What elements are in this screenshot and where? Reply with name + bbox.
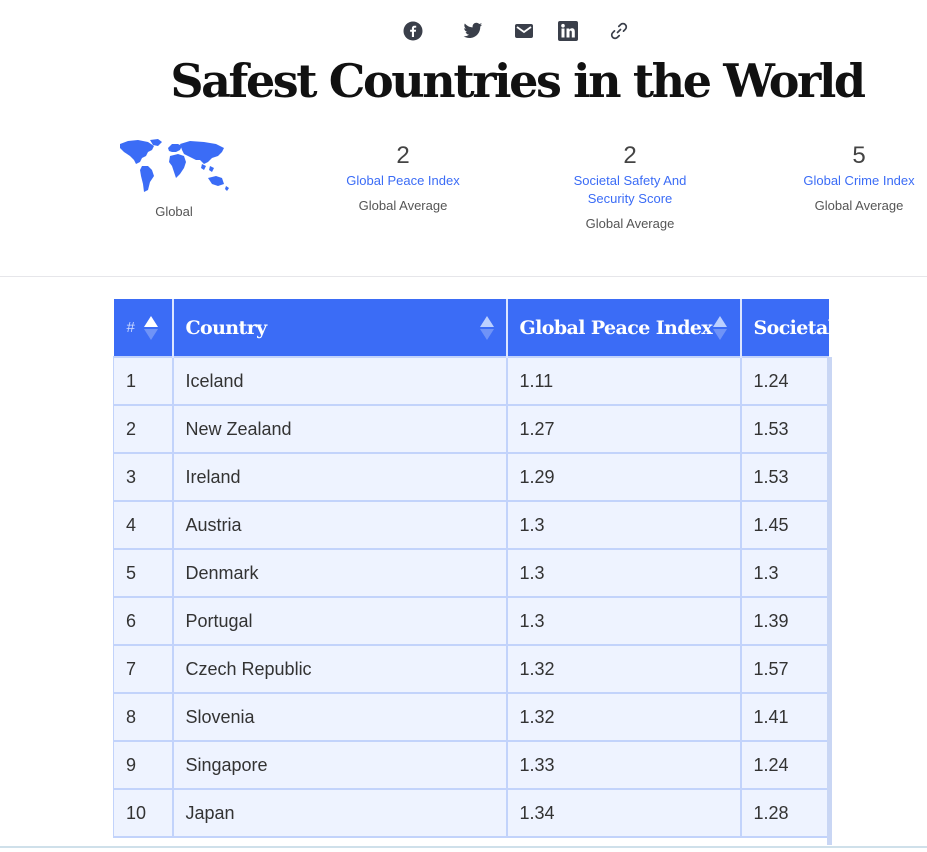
cell-country: Denmark xyxy=(171,548,508,598)
table-row[interactable]: 3 Ireland 1.29 1.53 xyxy=(113,452,829,502)
divider xyxy=(0,276,927,277)
cell-global-peace-index: 1.11 xyxy=(505,356,742,406)
linkedin-icon[interactable] xyxy=(555,18,581,44)
stat-value: 2 xyxy=(396,142,410,169)
cell-country: Austria xyxy=(171,500,508,550)
share-bar xyxy=(400,18,640,44)
cell-societal-safety: 1.53 xyxy=(739,404,829,454)
scrollbar-track[interactable] xyxy=(0,846,927,848)
cell-global-peace-index: 1.29 xyxy=(505,452,742,502)
stat-value: 5 xyxy=(852,142,866,169)
stat-sub: Global Average xyxy=(814,198,904,213)
table-row[interactable]: 9 Singapore 1.33 1.24 xyxy=(113,740,829,790)
cell-rank: 3 xyxy=(113,452,174,502)
table-row[interactable]: 7 Czech Republic 1.32 1.57 xyxy=(113,644,829,694)
table-row[interactable]: 10 Japan 1.34 1.28 xyxy=(113,788,829,838)
table-row[interactable]: 8 Slovenia 1.32 1.41 xyxy=(113,692,829,742)
stat-link[interactable]: Global Crime Index xyxy=(803,173,915,188)
cell-rank: 9 xyxy=(113,740,174,790)
sort-icon[interactable] xyxy=(143,316,158,340)
column-label: # xyxy=(126,319,135,336)
stat-sub: Global Average xyxy=(585,216,675,231)
table-body: 1 Iceland 1.11 1.24 2 New Zealand 1.27 1.53 3 Ire… xyxy=(113,356,829,838)
column-label: Societal Safety And Security Score xyxy=(753,316,830,339)
rankings-table: # Country Global Peace Index Societal Sa… xyxy=(113,299,829,838)
cell-societal-safety: 1.39 xyxy=(739,596,829,646)
cell-rank: 8 xyxy=(113,692,174,742)
page-title: Safest Countries in the World xyxy=(170,54,866,108)
cell-global-peace-index: 1.34 xyxy=(505,788,742,838)
stat-sub: Global Average xyxy=(358,198,448,213)
world-map-icon xyxy=(120,139,229,192)
table-row[interactable]: 5 Denmark 1.3 1.3 xyxy=(113,548,829,598)
email-icon[interactable] xyxy=(511,18,537,44)
cell-country: Iceland xyxy=(171,356,508,406)
sort-icon[interactable] xyxy=(712,316,727,340)
cell-rank: 2 xyxy=(113,404,174,454)
cell-country: Portugal xyxy=(171,596,508,646)
rankings-table-container[interactable]: # Country Global Peace Index Societal Sa… xyxy=(113,299,829,845)
cell-societal-safety: 1.57 xyxy=(739,644,829,694)
stat-global-peace-index: 2 Global Peace Index Global Average xyxy=(313,142,493,215)
stat-value: 2 xyxy=(623,142,637,169)
cell-rank: 10 xyxy=(113,788,174,838)
cell-societal-safety: 1.24 xyxy=(739,356,829,406)
cell-global-peace-index: 1.32 xyxy=(505,692,742,742)
stat-global-crime-index: 5 Global Crime Index Global Average xyxy=(769,142,927,215)
cell-global-peace-index: 1.3 xyxy=(505,596,742,646)
column-header-rank[interactable]: # xyxy=(113,299,174,357)
table-header-row: # Country Global Peace Index Societal Sa… xyxy=(113,299,830,357)
cell-global-peace-index: 1.27 xyxy=(505,404,742,454)
cell-societal-safety: 1.53 xyxy=(739,452,829,502)
column-label: Country xyxy=(185,316,268,339)
cell-rank: 4 xyxy=(113,500,174,550)
cell-global-peace-index: 1.3 xyxy=(505,548,742,598)
cell-rank: 6 xyxy=(113,596,174,646)
cell-country: New Zealand xyxy=(171,404,508,454)
column-header-global-peace-index[interactable]: Global Peace Index xyxy=(506,299,742,357)
cell-country: Singapore xyxy=(171,740,508,790)
facebook-icon[interactable] xyxy=(400,18,426,44)
cell-country: Ireland xyxy=(171,452,508,502)
cell-country: Czech Republic xyxy=(171,644,508,694)
cell-global-peace-index: 1.3 xyxy=(505,500,742,550)
link-icon[interactable] xyxy=(606,18,632,44)
cell-societal-safety: 1.28 xyxy=(739,788,829,838)
table-row[interactable]: 1 Iceland 1.11 1.24 xyxy=(113,356,829,406)
cell-rank: 1 xyxy=(113,356,174,406)
column-header-societal-safety[interactable]: Societal Safety And Security Score xyxy=(740,299,830,357)
table-row[interactable]: 6 Portugal 1.3 1.39 xyxy=(113,596,829,646)
cell-societal-safety: 1.3 xyxy=(739,548,829,598)
column-label: Global Peace Index xyxy=(519,316,713,339)
cell-rank: 5 xyxy=(113,548,174,598)
cell-rank: 7 xyxy=(113,644,174,694)
stat-link[interactable]: Societal Safety And Security Score xyxy=(573,173,687,206)
stat-link[interactable]: Global Peace Index xyxy=(346,173,460,188)
twitter-icon[interactable] xyxy=(460,18,486,44)
cell-global-peace-index: 1.32 xyxy=(505,644,742,694)
table-row[interactable]: 4 Austria 1.3 1.45 xyxy=(113,500,829,550)
horizontal-scroll-indicator[interactable] xyxy=(827,357,832,845)
cell-societal-safety: 1.24 xyxy=(739,740,829,790)
stat-societal-safety: 2 Societal Safety And Security Score Glo… xyxy=(540,142,720,233)
cell-societal-safety: 1.45 xyxy=(739,500,829,550)
sort-icon[interactable] xyxy=(479,316,494,340)
cell-societal-safety: 1.41 xyxy=(739,692,829,742)
global-selector[interactable]: Global xyxy=(114,138,234,219)
cell-global-peace-index: 1.33 xyxy=(505,740,742,790)
cell-country: Slovenia xyxy=(171,692,508,742)
column-header-country[interactable]: Country xyxy=(172,299,508,357)
global-label: Global xyxy=(155,204,193,219)
cell-country: Japan xyxy=(171,788,508,838)
table-row[interactable]: 2 New Zealand 1.27 1.53 xyxy=(113,404,829,454)
